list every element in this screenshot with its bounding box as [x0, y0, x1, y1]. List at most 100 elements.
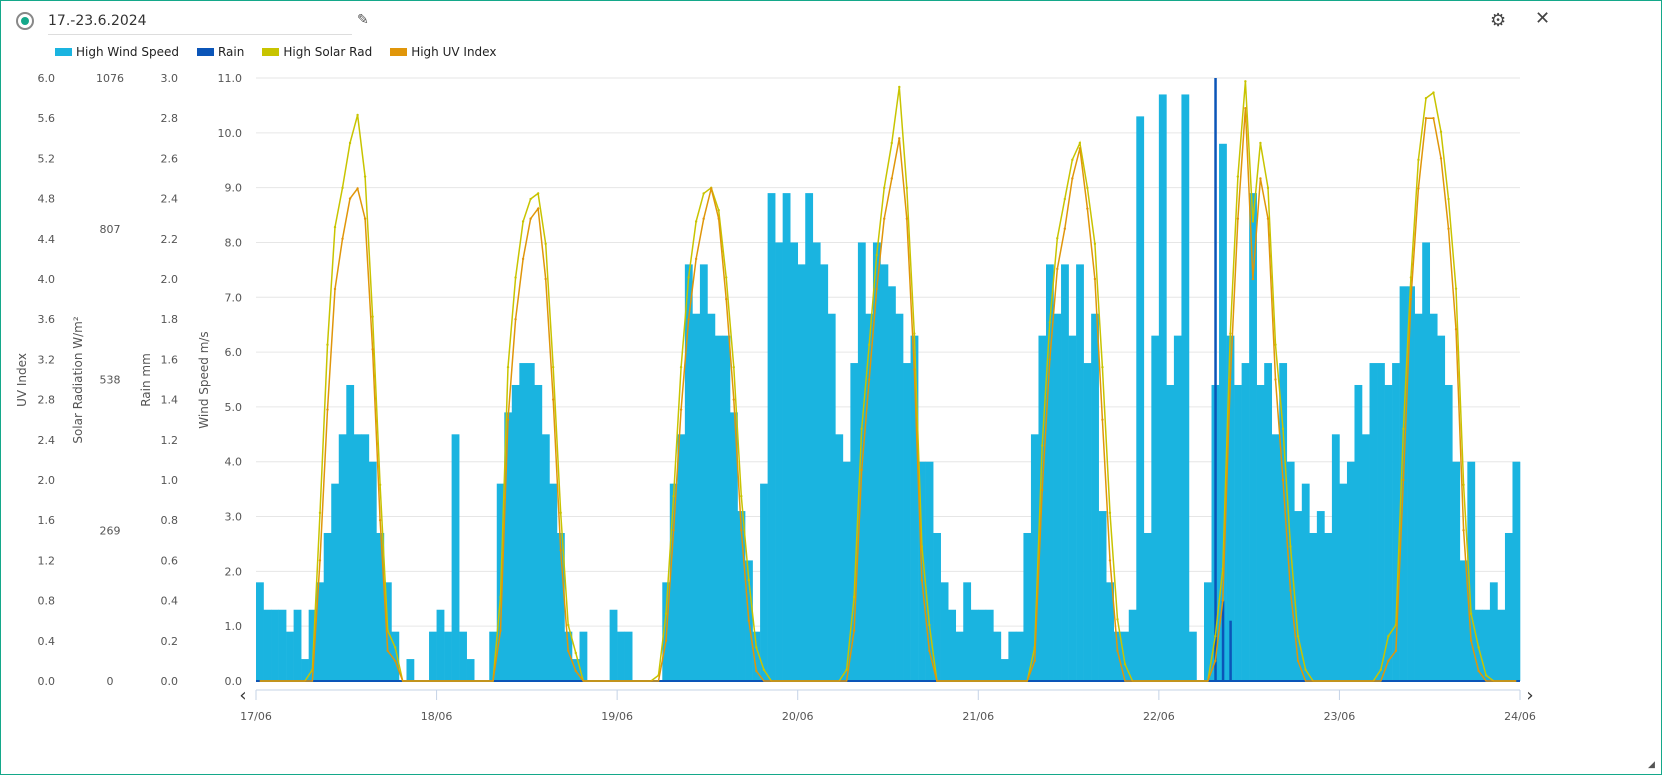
solar-line-point	[333, 225, 337, 229]
pencil-icon[interactable]: ✎	[357, 12, 369, 28]
wind-bar	[1098, 511, 1107, 681]
solar-line-point	[1484, 674, 1488, 677]
uv-line-point	[514, 318, 517, 321]
uv-line-point	[920, 579, 924, 582]
wind-bar	[872, 242, 881, 682]
legend-swatch	[196, 48, 214, 56]
wind-bar	[1091, 313, 1099, 681]
wind-bar	[1422, 242, 1431, 682]
rain-tick-label: 0.4	[161, 595, 179, 608]
uv-line-point	[1417, 187, 1420, 190]
wind-bar	[730, 412, 738, 681]
legend-item-solar[interactable]: High Solar Rad	[262, 45, 372, 59]
uv-line-point	[1236, 217, 1240, 220]
uv-tick-label: 0.4	[38, 635, 56, 648]
x-tick-label: 20/06	[782, 710, 814, 723]
resize-handle-icon[interactable]: ◢	[1648, 760, 1655, 770]
uv-line-point	[333, 287, 337, 291]
wind-bar	[316, 582, 325, 681]
legend-item-rain[interactable]: Rain	[196, 45, 244, 59]
wind-bar	[880, 264, 889, 681]
wind-bar	[549, 483, 558, 681]
wind-bar	[1046, 264, 1054, 681]
legend-item-uv[interactable]: High UV Index	[390, 45, 496, 59]
chevron-left-icon[interactable]: ‹	[239, 685, 246, 706]
wind-bar	[1444, 384, 1453, 681]
wind-bar	[820, 264, 829, 681]
wind-bar	[361, 434, 370, 681]
wind-bar	[1083, 363, 1092, 681]
uv-line-point	[559, 549, 562, 552]
x-tick-label: 22/06	[1143, 710, 1175, 723]
close-icon[interactable]: ✕	[1535, 8, 1551, 29]
solar-line-point	[905, 186, 909, 190]
wind-bar	[888, 286, 896, 681]
wind-bar	[1061, 264, 1069, 681]
uv-line-point	[883, 217, 886, 220]
uv-line-point	[378, 519, 382, 522]
solar-line-point	[559, 511, 562, 515]
x-tick-label: 24/06	[1504, 710, 1536, 723]
solar-line-point	[1244, 80, 1247, 83]
wind-bar	[669, 483, 678, 681]
wind-bar	[1038, 335, 1047, 681]
solar-line-point	[694, 220, 698, 223]
wind-bar	[1166, 384, 1175, 681]
wind-axis-title: Wind Speed m/s	[197, 331, 211, 428]
gear-icon[interactable]: ⚙	[1490, 10, 1507, 31]
solar-line-point	[1063, 197, 1067, 201]
wind-bar	[331, 483, 340, 681]
wind-bar	[429, 631, 437, 681]
uv-line-point	[1469, 639, 1473, 642]
solar-line-point	[1454, 287, 1458, 290]
chevron-right-icon[interactable]: ›	[1526, 685, 1533, 706]
wind-bar	[579, 631, 588, 681]
wind-bar	[1467, 461, 1476, 681]
wind-bar	[1249, 193, 1257, 682]
uv-line-point	[1093, 277, 1097, 281]
wind-bar	[1076, 264, 1084, 681]
rain-tick-label: 0.2	[161, 635, 179, 648]
wind-bar	[1459, 560, 1468, 681]
uv-line-point	[1078, 147, 1082, 150]
uv-line-point	[536, 207, 540, 210]
uv-line-point	[702, 217, 705, 220]
wind-bar	[1008, 631, 1017, 681]
legend-item-wind[interactable]: High Wind Speed	[55, 45, 179, 59]
wind-bar	[1023, 532, 1032, 681]
solar-line-point	[1214, 634, 1217, 638]
solar-line-point	[1447, 197, 1450, 201]
wind-bar	[511, 384, 520, 681]
solar-line-point	[679, 365, 683, 369]
uv-tick-label: 1.2	[38, 554, 56, 567]
solar-line-point	[1439, 130, 1443, 133]
solar-line-point	[506, 365, 510, 369]
uv-line-point	[1041, 488, 1044, 492]
wind-bar	[1000, 659, 1009, 681]
solar-line-point	[1424, 96, 1428, 100]
solar-line-point	[356, 113, 359, 117]
uv-line-point	[1424, 117, 1428, 120]
status-indicator-icon[interactable]	[16, 12, 34, 30]
wind-bar	[1121, 631, 1130, 681]
wind-bar	[903, 363, 911, 681]
uv-tick-label: 0.8	[38, 595, 56, 608]
wind-bar	[541, 434, 550, 681]
wind-bar	[466, 659, 475, 681]
uv-line	[259, 108, 1517, 682]
wind-bar	[1489, 582, 1498, 681]
wind-bar	[1414, 313, 1423, 681]
uv-line-point	[393, 659, 397, 663]
solar-line-point	[1101, 365, 1104, 369]
uv-line-point	[544, 277, 547, 281]
wind-tick-label: 5.0	[225, 401, 243, 414]
date-range-title[interactable]: 17.-23.6.2024	[48, 10, 352, 35]
solar-tick-label: 538	[100, 374, 121, 387]
solar-line-point	[551, 365, 555, 369]
wind-bar	[1143, 532, 1152, 681]
wind-bar	[278, 609, 287, 681]
wind-bar	[519, 363, 528, 681]
wind-bar	[1128, 609, 1137, 681]
wind-bar	[948, 609, 957, 681]
wind-bar	[1113, 631, 1122, 681]
